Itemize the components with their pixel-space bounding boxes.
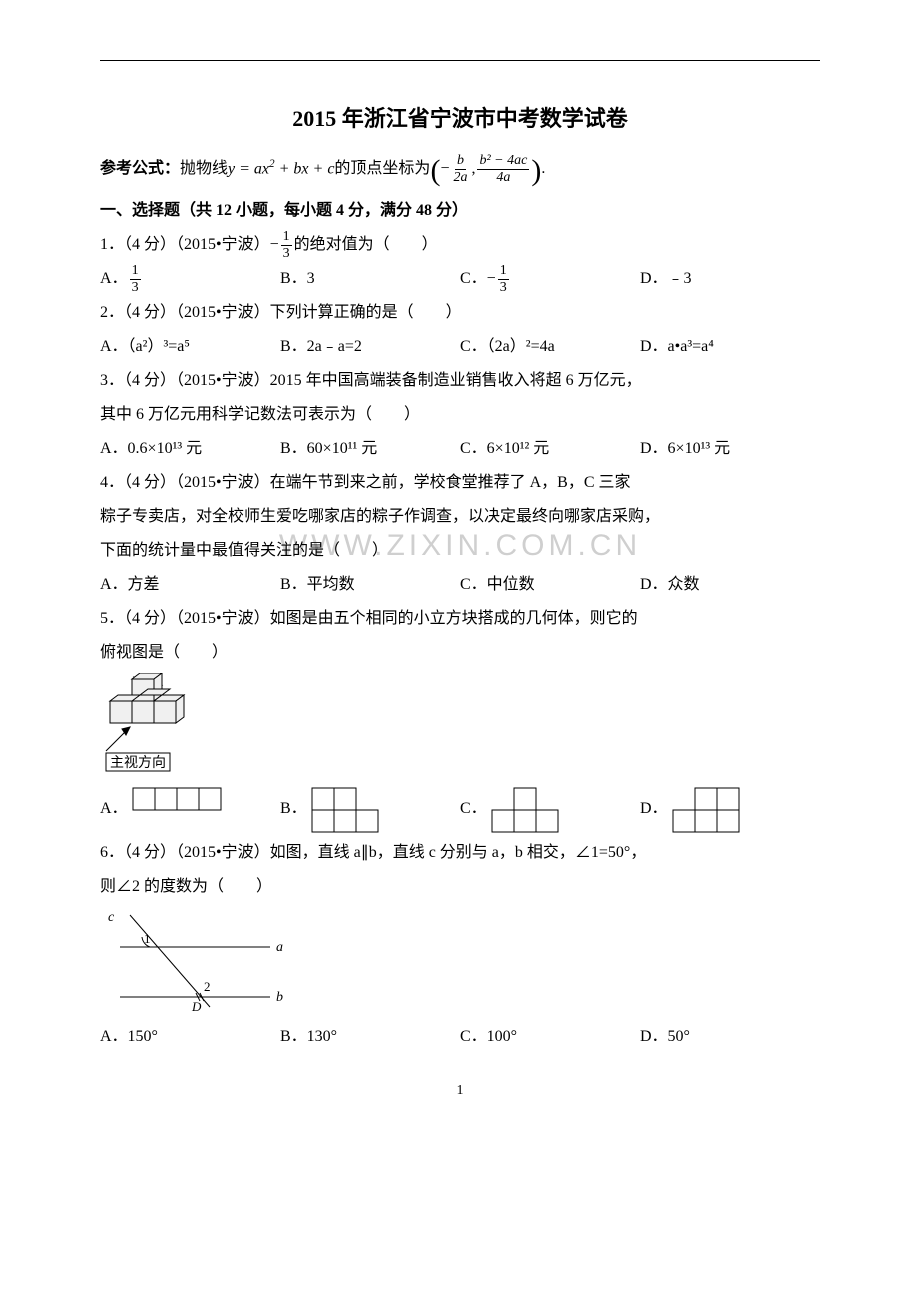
page-number: 1 <box>100 1083 820 1099</box>
vertex-comma: , <box>471 153 475 185</box>
formula-prefix: 参考公式： <box>100 153 180 185</box>
q4-option-d: D．众数 <box>640 569 820 601</box>
horizontal-rule <box>100 60 820 61</box>
q6-option-b: B．130° <box>280 1021 460 1053</box>
q5-option-c: C． <box>460 787 640 835</box>
q3-stem-2: 其中 6 万亿元用科学记数法可表示为（ ） <box>100 399 820 431</box>
q6-option-a: A．150° <box>100 1021 280 1053</box>
q5-options: A． B． C． D． <box>100 787 820 835</box>
q3-option-c: C．6×10¹² 元 <box>460 433 640 465</box>
q3-option-a: A．0.6×10¹³ 元 <box>100 433 280 465</box>
section-1-heading: 一、选择题（共 12 小题，每小题 4 分，满分 48 分） <box>100 195 820 227</box>
q5-stem-2: 俯视图是（ ） <box>100 637 820 669</box>
q4-option-b: B．平均数 <box>280 569 460 601</box>
q6-figure: c a b 1 2 D <box>100 907 820 1017</box>
q1-option-a: A． 1 3 <box>100 263 280 295</box>
q3-option-b: B．60×10¹¹ 元 <box>280 433 460 465</box>
q5-option-d: D． <box>640 787 820 835</box>
q5-caption: 主视方向 <box>110 755 166 771</box>
q1-option-d: D．﹣3 <box>640 263 820 295</box>
q4-options: A．方差 B．平均数 C．中位数 D．众数 <box>100 569 820 601</box>
q2-option-d: D．a•a³=a⁴ <box>640 331 820 363</box>
q1-fraction: 1 3 <box>281 229 292 261</box>
q1-options: A． 1 3 B．3 C．− 1 3 D．﹣3 <box>100 263 820 295</box>
q5-stem-1: 5．（4 分）（2015•宁波）如图是由五个相同的小立方块搭成的几何体，则它的 <box>100 603 820 635</box>
paren-left: ( <box>430 156 440 186</box>
formula-text-1: 抛物线 <box>180 153 228 185</box>
q4-option-a: A．方差 <box>100 569 280 601</box>
formula-text-2: 的顶点坐标为 <box>334 153 430 185</box>
q4-stem-2: 粽子专卖店，对全校师生爱吃哪家店的粽子作调查，以决定最终向哪家店采购， <box>100 501 820 533</box>
vertex-neg: − <box>440 153 449 185</box>
q2-option-c: C．（2a）²=4a <box>460 331 640 363</box>
q6-stem-2: 则∠2 的度数为（ ） <box>100 871 820 903</box>
q2-options: A．（a²）³=a⁵ B．2a﹣a=2 C．（2a）²=4a D．a•a³=a⁴ <box>100 331 820 363</box>
reference-formula: 参考公式： 抛物线 y = ax2 + bx + c 的顶点坐标为 ( − b … <box>100 153 820 185</box>
q6-options: A．150° B．130° C．100° D．50° <box>100 1021 820 1053</box>
q6-option-c: C．100° <box>460 1021 640 1053</box>
q1-option-b: B．3 <box>280 263 460 295</box>
page-title: 2015 年浙江省宁波市中考数学试卷 <box>100 101 820 133</box>
q5-figure: 主视方向 <box>100 673 820 783</box>
paren-right: ) <box>531 156 541 186</box>
q5-option-c-figure <box>491 787 561 835</box>
q3-stem-1: 3．（4 分）（2015•宁波）2015 年中国高端装备制造业销售收入将超 6 … <box>100 365 820 397</box>
q3-options: A．0.6×10¹³ 元 B．60×10¹¹ 元 C．6×10¹² 元 D．6×… <box>100 433 820 465</box>
q6-label-2: 2 <box>204 979 211 994</box>
vertex-frac-1: b 2a <box>451 153 469 185</box>
formula-period: . <box>541 153 545 185</box>
q2-option-a: A．（a²）³=a⁵ <box>100 331 280 363</box>
q6-label-a: a <box>276 940 283 955</box>
q6-option-d: D．50° <box>640 1021 820 1053</box>
q3-option-d: D．6×10¹³ 元 <box>640 433 820 465</box>
vertex-frac-2: b² − 4ac 4a <box>477 153 529 185</box>
q6-label-d: D <box>191 999 202 1014</box>
q4-option-c: C．中位数 <box>460 569 640 601</box>
q6-label-b: b <box>276 990 283 1005</box>
q5-option-a-figure <box>132 787 224 813</box>
q5-option-a: A． <box>100 787 280 825</box>
q1-stem: 1．（4 分）（2015•宁波）− 1 3 的绝对值为（ ） <box>100 229 820 261</box>
q4-stem-1: 4．（4 分）（2015•宁波）在端午节到来之前，学校食堂推荐了 A，B，C 三… <box>100 467 820 499</box>
q1-option-c: C．− 1 3 <box>460 263 640 295</box>
q5-option-d-figure <box>672 787 742 835</box>
q2-stem: 2．（4 分）（2015•宁波）下列计算正确的是（ ） <box>100 297 820 329</box>
q6-label-c: c <box>108 910 115 925</box>
q4-stem-3: 下面的统计量中最值得关注的是（ ） <box>100 535 820 567</box>
formula-eq-part1: y = ax2 + bx + c <box>228 153 334 185</box>
q5-option-b: B． <box>280 787 460 835</box>
q6-stem-1: 6．（4 分）（2015•宁波）如图，直线 a∥b，直线 c 分别与 a，b 相… <box>100 837 820 869</box>
q2-option-b: B．2a﹣a=2 <box>280 331 460 363</box>
q5-option-b-figure <box>311 787 381 835</box>
